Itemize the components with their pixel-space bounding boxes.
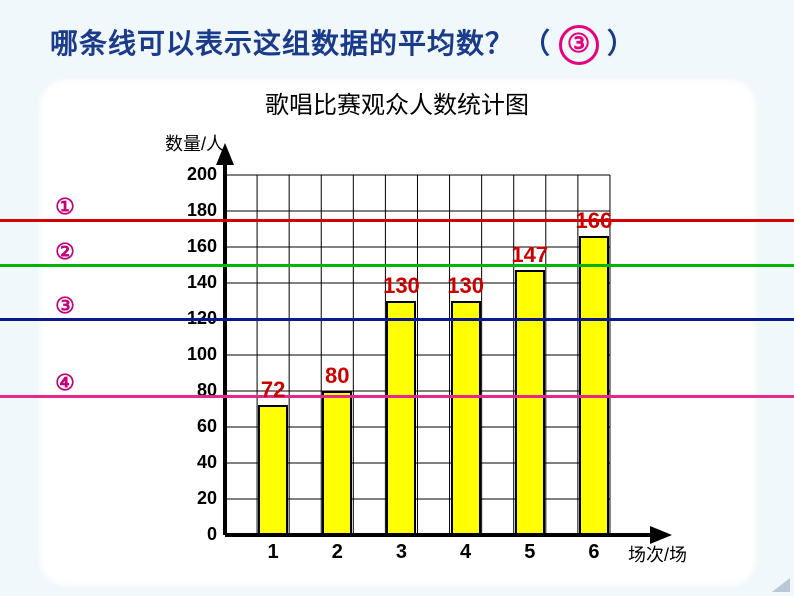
bar-value-label: 147	[500, 242, 560, 268]
bar	[515, 270, 545, 535]
avg-line-label: ③	[45, 293, 85, 319]
bar	[579, 236, 609, 535]
avg-line	[0, 219, 794, 222]
avg-line	[0, 264, 794, 267]
avg-line-label: ②	[45, 239, 85, 265]
page-corner-icon	[772, 578, 790, 592]
avg-line	[0, 318, 794, 321]
avg-line-label: ①	[45, 194, 85, 220]
bar	[386, 301, 416, 535]
bar-value-label: 130	[371, 273, 431, 299]
bar	[322, 391, 352, 535]
bar-value-label: 72	[243, 377, 303, 403]
bar-value-label: 80	[307, 363, 367, 389]
avg-line	[0, 395, 794, 398]
bar	[258, 405, 288, 535]
bar-value-label: 166	[564, 208, 624, 234]
avg-line-label: ④	[45, 370, 85, 396]
bar	[451, 301, 481, 535]
bar-value-label: 130	[436, 273, 496, 299]
